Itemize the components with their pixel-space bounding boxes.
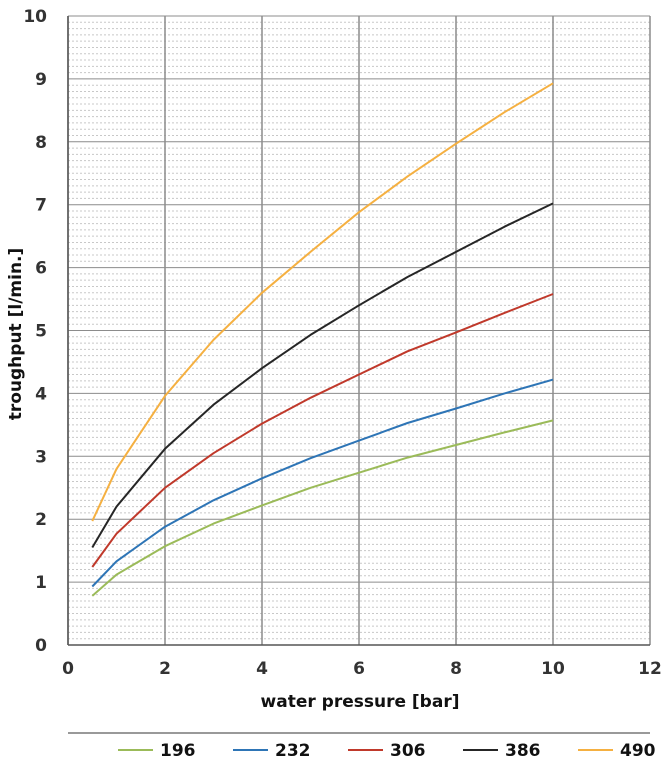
legend-label-306: 306 bbox=[390, 741, 426, 761]
x-tick-label: 10 bbox=[541, 659, 565, 679]
x-axis-label: water pressure [bar] bbox=[261, 692, 460, 712]
x-tick-label: 0 bbox=[62, 659, 74, 679]
y-tick-label: 3 bbox=[35, 447, 47, 467]
series-line-232 bbox=[91, 378, 554, 588]
major-grid bbox=[67, 15, 651, 646]
x-tick-label: 2 bbox=[159, 659, 171, 679]
y-tick-label: 7 bbox=[35, 196, 47, 216]
y-tick-label: 4 bbox=[35, 384, 47, 404]
series-line-196 bbox=[91, 419, 554, 597]
y-tick-label: 6 bbox=[35, 259, 47, 279]
series-line-306 bbox=[91, 293, 554, 568]
y-tick-label: 5 bbox=[35, 322, 47, 342]
y-tick-label: 1 bbox=[35, 573, 47, 593]
y-tick-label: 2 bbox=[35, 510, 47, 530]
series-lines bbox=[91, 82, 554, 597]
y-tick-label: 10 bbox=[23, 7, 47, 27]
series-line-490 bbox=[91, 82, 554, 522]
legend: 196 232 306 386 490 bbox=[118, 741, 656, 761]
y-tick-label: 8 bbox=[35, 133, 47, 153]
series-line-386 bbox=[91, 202, 554, 549]
y-axis-label: troughput [l/min.] bbox=[6, 248, 26, 421]
x-tick-label: 12 bbox=[638, 659, 662, 679]
y-axis-ticks: 0 1 2 3 4 5 6 7 8 9 10 bbox=[23, 7, 47, 656]
x-tick-label: 8 bbox=[450, 659, 462, 679]
legend-label-490: 490 bbox=[620, 741, 656, 761]
x-tick-label: 4 bbox=[256, 659, 268, 679]
y-tick-label: 0 bbox=[35, 636, 47, 656]
legend-label-386: 386 bbox=[505, 741, 541, 761]
x-axis-ticks: 0 2 4 6 8 10 12 bbox=[62, 659, 662, 679]
plot-area-border bbox=[67, 16, 650, 646]
legend-label-196: 196 bbox=[160, 741, 196, 761]
x-tick-label: 6 bbox=[353, 659, 365, 679]
y-tick-label: 9 bbox=[35, 70, 47, 90]
legend-label-232: 232 bbox=[275, 741, 311, 761]
